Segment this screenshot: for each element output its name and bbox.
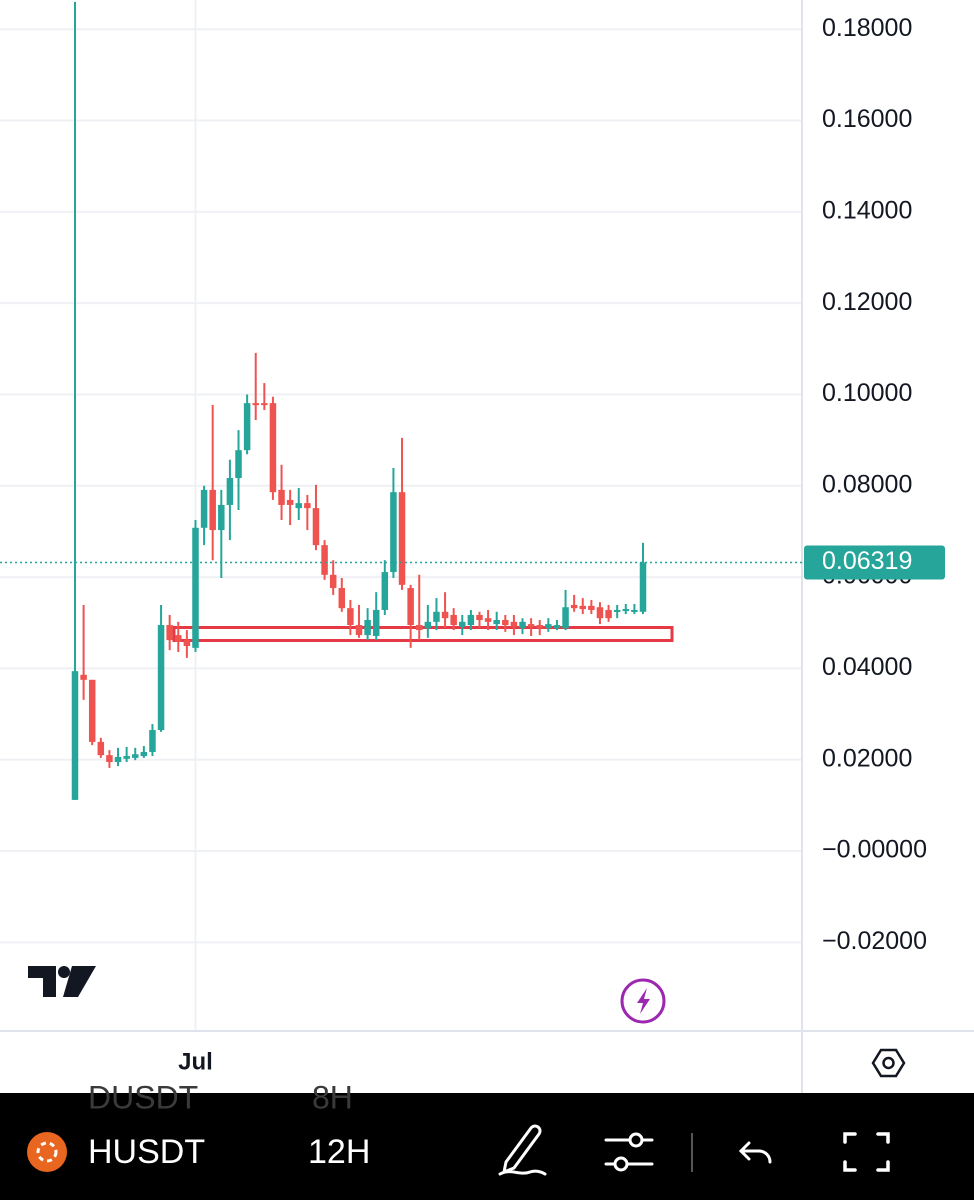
candle-body [295,503,303,509]
candle-body [562,607,569,629]
candle-body [269,403,277,493]
y-tick-label: 0.14000 [822,196,912,224]
candle-body [123,756,130,759]
candle-body [278,489,285,505]
candle-body [192,527,199,648]
candle-body [312,508,320,546]
candle-body [639,562,647,612]
candle-body [605,609,612,619]
candle-body [588,605,595,610]
candle-body [157,625,165,731]
symbol[interactable]: HUSDT [88,1133,205,1171]
candle-body [407,588,414,626]
candle-body [149,730,156,752]
candle-body [261,403,268,406]
candle-body [218,504,225,531]
y-tick-label: 0.04000 [822,653,912,681]
symbol-icon[interactable] [27,1132,67,1172]
candle-body [415,625,423,631]
candle-body [476,614,483,621]
price-axis: 0.18000 0.16000 0.14000 0.12000 0.10000 0.080… [822,14,927,955]
candle-body [140,751,148,757]
candle-body [579,605,587,610]
grid [0,0,802,1030]
candle-body [467,614,475,626]
plot-area [71,1,674,800]
fullscreen-button[interactable] [843,1132,890,1172]
candle-body [493,620,500,625]
candle-body [243,403,251,451]
candle-body [106,755,113,762]
candle-body [519,621,526,629]
candle-body [570,604,578,609]
last-price-label: 0.06319 [822,547,912,575]
candle-body [441,611,449,619]
candle-body [553,625,561,629]
y-tick-label: 0.02000 [822,744,912,772]
draw-tool[interactable] [498,1124,547,1176]
undo-button[interactable] [738,1141,772,1164]
candle-body [381,572,389,610]
candle-body [131,754,139,758]
ghost-symbol: DUSDT [88,1079,198,1115]
x-tick-label: Jul [178,1048,213,1075]
candle-body [364,620,371,636]
candle-body [484,618,492,622]
candle-body [398,492,406,585]
candle-body [175,635,182,642]
candle-body [80,674,87,680]
toolbar [0,1093,974,1200]
y-tick-label: 0.12000 [822,288,912,316]
lightning-button[interactable] [620,978,666,1024]
candle-body [527,624,535,627]
candle-body [329,574,337,589]
candle-body [613,609,621,612]
candle-body [347,608,354,626]
candle-body [200,489,208,528]
candle-body [459,621,466,627]
candle-body [622,609,630,612]
candle-body [183,640,191,647]
candle-body [321,545,328,575]
tv-logo[interactable] [28,966,96,997]
candle-body [450,614,457,626]
y-tick-label: 0.10000 [822,379,912,407]
candle-body [631,609,638,612]
support-zone[interactable] [172,626,674,642]
candle-body [166,625,173,641]
candle-body [424,621,432,629]
settings-button[interactable] [871,1048,906,1078]
ghost-interval: 8H [312,1079,353,1115]
candle-body [510,621,518,627]
candle-body [596,607,604,619]
candle-body [355,625,363,636]
candle-body [97,741,105,756]
candle-body [235,450,242,479]
indicators-tool[interactable] [604,1132,654,1172]
y-tick-label: 0.18000 [822,14,912,42]
y-tick-label: 0.16000 [822,105,912,133]
candle-body [114,756,122,762]
candle-body [286,499,294,505]
interval[interactable]: 12H [308,1133,370,1171]
candle-body [433,611,440,622]
candle-body [502,620,509,626]
candle-body [71,671,79,800]
candle-body [390,492,397,573]
candle-body [88,679,96,742]
candle-body [338,588,346,609]
candle-body [536,625,543,629]
candle-body [304,503,311,509]
y-tick-label: −0.02000 [822,927,927,955]
last-price-box [804,545,945,580]
candle-body [545,624,552,629]
candle-body [252,403,259,406]
candle-body [226,478,234,505]
candle-body [209,489,216,531]
candle-body [372,609,380,636]
y-tick-label: −0.00000 [822,836,927,864]
y-tick-label: 0.08000 [822,470,912,498]
